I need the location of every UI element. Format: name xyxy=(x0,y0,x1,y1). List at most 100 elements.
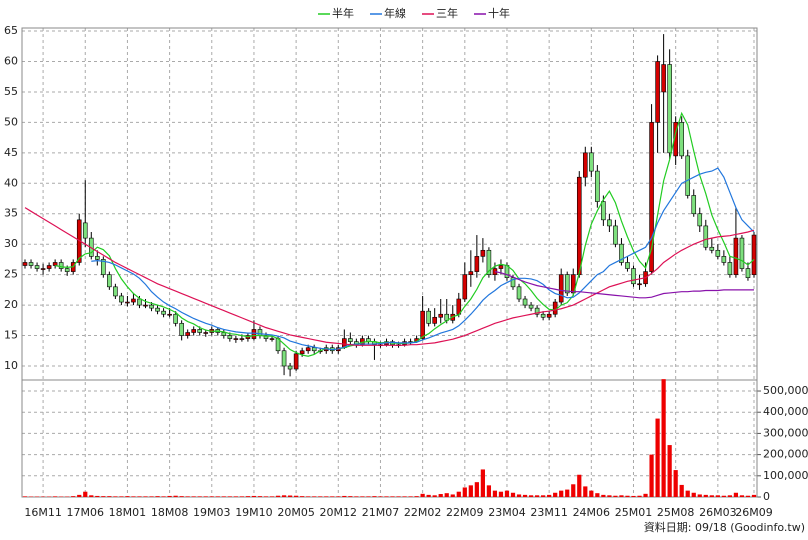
volume-bar xyxy=(336,496,341,497)
volume-bar xyxy=(245,496,251,497)
volume-bar xyxy=(408,496,413,497)
candle-body xyxy=(589,152,594,172)
volume-bar xyxy=(269,496,275,497)
candle-body xyxy=(34,265,40,269)
x-tick-label: 16M11 xyxy=(24,506,62,519)
candle-body xyxy=(95,256,100,260)
volume-bar xyxy=(402,496,407,497)
candle-body xyxy=(227,335,233,339)
candle-body xyxy=(619,243,624,263)
volume-bar xyxy=(559,490,564,497)
candle-body xyxy=(625,262,630,269)
volume-tick-label: 500,000 xyxy=(763,384,808,397)
volume-bar xyxy=(119,496,124,497)
candle-body xyxy=(58,262,64,269)
x-tick-label: 23M11 xyxy=(530,506,568,519)
candle-body xyxy=(28,262,34,266)
volume-bar xyxy=(390,496,395,497)
ma-line xyxy=(55,111,755,357)
candle-body xyxy=(263,335,269,339)
candle-body xyxy=(107,274,112,288)
candle-body xyxy=(191,329,196,333)
candle-body xyxy=(486,249,492,275)
candle-body xyxy=(269,338,275,340)
volume-bar xyxy=(161,496,166,497)
volume-bar xyxy=(318,496,323,497)
volume-bar xyxy=(577,474,582,497)
legend-label: 十年 xyxy=(488,6,510,20)
y-tick-label: 60 xyxy=(4,54,18,67)
volume-bar xyxy=(643,493,648,497)
candle-body xyxy=(197,329,203,333)
volume-bar xyxy=(655,418,660,497)
volume-bar xyxy=(715,495,720,497)
volume-bar xyxy=(107,496,112,497)
volume-bar xyxy=(703,494,708,497)
candle-body xyxy=(432,316,437,324)
candle-body xyxy=(721,256,727,263)
volume-tick-label: 100,000 xyxy=(763,469,808,482)
candle-body xyxy=(480,249,486,257)
candle-body xyxy=(468,271,474,275)
volume-bar xyxy=(607,495,612,497)
candle-body xyxy=(661,64,666,93)
volume-bar xyxy=(685,490,690,497)
y-tick-label: 10 xyxy=(4,359,18,372)
volume-bar xyxy=(95,495,100,497)
volume-tick-label: 200,000 xyxy=(763,448,808,461)
volume-bar xyxy=(661,379,666,497)
volume-bar xyxy=(625,495,630,497)
volume-bar xyxy=(209,496,214,497)
candle-body xyxy=(595,170,600,202)
candle-body xyxy=(420,310,425,339)
candle-body xyxy=(649,122,654,272)
candle-body xyxy=(685,155,691,196)
volume-bar xyxy=(22,496,28,497)
volume-bar xyxy=(227,496,232,497)
volume-bar xyxy=(348,496,353,497)
candle-body xyxy=(474,256,480,272)
volume-bar xyxy=(275,495,281,497)
candle-body xyxy=(348,338,353,342)
volume-bar xyxy=(239,496,245,497)
volume-tick-label: 0 xyxy=(763,490,770,503)
y-tick-label: 40 xyxy=(4,176,18,189)
volume-bar xyxy=(631,495,636,497)
volume-bar xyxy=(583,486,588,497)
candle-body xyxy=(149,304,154,309)
volume-bar xyxy=(619,495,624,497)
candle-body xyxy=(287,365,293,370)
candle-body xyxy=(631,268,636,285)
candle-body xyxy=(311,347,317,352)
x-tick-label: 17M06 xyxy=(67,506,105,519)
volume-bar xyxy=(281,495,287,497)
candle-body xyxy=(305,347,311,352)
volume-bar xyxy=(462,487,467,497)
volume-bar xyxy=(83,491,88,497)
y-tick-label: 30 xyxy=(4,237,18,250)
volume-bar xyxy=(77,494,82,497)
volume-bar xyxy=(330,496,335,497)
volume-bar xyxy=(414,496,419,497)
volume-bar xyxy=(510,492,516,497)
candle-body xyxy=(131,298,136,303)
candle-body xyxy=(751,234,757,275)
volume-bar xyxy=(565,489,570,497)
volume-bar xyxy=(691,492,696,497)
volume-bar xyxy=(360,496,365,497)
volume-bar xyxy=(257,496,263,497)
volume-bar xyxy=(727,495,732,497)
candle-body xyxy=(715,249,721,257)
candle-body xyxy=(155,307,160,312)
volume-bar xyxy=(697,494,702,497)
volume-bar xyxy=(474,482,479,497)
x-tick-label: 20M05 xyxy=(277,506,315,519)
volume-bar xyxy=(113,496,118,497)
candle-body xyxy=(709,246,715,251)
candle-body xyxy=(293,353,299,370)
candle-body xyxy=(221,332,227,336)
volume-bar xyxy=(613,495,618,497)
volume-bar xyxy=(149,496,154,497)
volume-bar xyxy=(709,495,714,497)
